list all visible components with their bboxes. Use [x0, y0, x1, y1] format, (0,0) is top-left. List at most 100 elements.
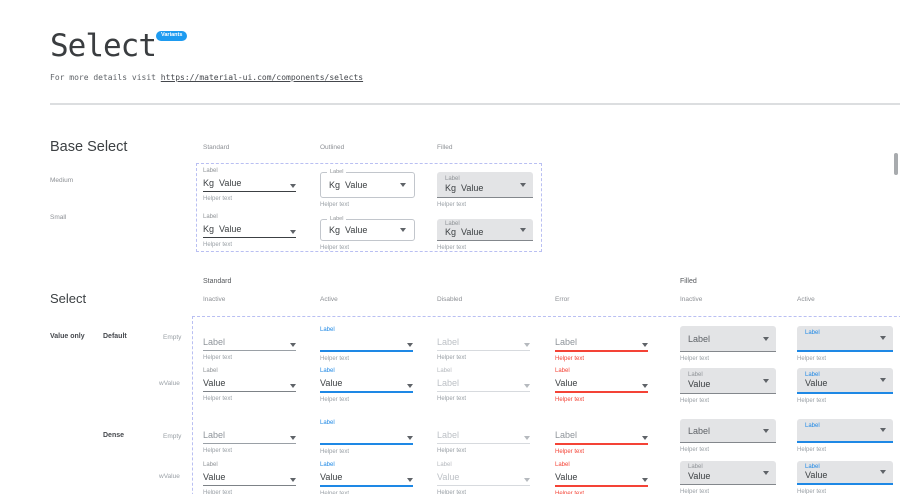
select-value: Value — [437, 472, 460, 482]
select-control[interactable]: Label — [797, 419, 893, 443]
select-control[interactable]: Kg Value — [203, 177, 296, 188]
select-control[interactable]: Label — [797, 326, 893, 352]
select-value: Value — [203, 378, 226, 388]
select-std-inactive-wvalue-dense: Label Value Helper text — [203, 462, 296, 494]
select-label: Label — [805, 423, 820, 429]
select-control[interactable]: Value — [555, 377, 648, 388]
select-control[interactable] — [320, 429, 413, 440]
select-label: Label — [688, 464, 703, 470]
select-value: Label — [437, 337, 460, 347]
helper-text: Helper text — [680, 356, 710, 362]
row-label-medium: Medium — [50, 177, 74, 184]
dropdown-arrow-icon — [520, 182, 526, 187]
dropdown-arrow-icon — [642, 384, 648, 388]
select-label: Label — [203, 462, 218, 468]
select-value: Value — [555, 472, 578, 482]
helper-text: Helper text — [797, 356, 827, 362]
select-filled-active-wvalue-dense: Label Value Helper text — [797, 461, 893, 494]
helper-text: Helper text — [320, 397, 350, 403]
select-std-error-wvalue: Label Value Helper text — [555, 368, 648, 403]
select-control[interactable]: Label — [555, 336, 648, 347]
dropdown-arrow-icon — [290, 184, 296, 188]
select-control[interactable]: Value — [203, 471, 296, 482]
select-value: Label — [437, 430, 460, 440]
helper-text: Helper text — [203, 355, 233, 361]
select-control[interactable]: Label — [437, 336, 530, 347]
helper-text: Helper text — [320, 356, 350, 362]
select-control[interactable]: Label — [437, 429, 530, 440]
row-label-wvalue: wValue — [159, 473, 180, 480]
select-story-frame — [192, 316, 900, 494]
base-select-standard-medium: Label Kg Value Helper text — [203, 168, 296, 202]
select-control[interactable]: Label Kg Value — [437, 219, 533, 241]
select-value: Value — [219, 224, 242, 234]
row-label-small: Small — [50, 214, 67, 221]
dropdown-arrow-icon — [763, 470, 769, 475]
material-ui-link[interactable]: https://material-ui.com/components/selec… — [160, 73, 364, 82]
select-control[interactable]: Value — [203, 377, 296, 388]
row-label-empty: Empty — [163, 334, 182, 341]
column-header-standard: Standard — [203, 144, 230, 151]
row-label-empty: Empty — [163, 433, 182, 440]
base-select-heading: Base Select — [50, 139, 128, 155]
select-control[interactable]: Label Kg Value — [437, 172, 533, 198]
dropdown-arrow-icon — [763, 428, 769, 433]
select-control[interactable]: Label — [555, 429, 648, 440]
helper-text: Helper text — [320, 449, 350, 455]
dropdown-arrow-icon — [880, 428, 886, 432]
scrollbar-thumb[interactable] — [894, 153, 898, 175]
select-control[interactable]: Label Value — [680, 368, 776, 394]
dropdown-arrow-icon — [290, 343, 296, 347]
helper-text: Helper text — [680, 398, 710, 404]
dropdown-arrow-icon — [524, 436, 530, 440]
select-value: Label — [688, 333, 711, 344]
dropdown-arrow-icon — [524, 478, 530, 482]
select-value: Kg Value — [445, 227, 484, 237]
select-control[interactable]: Value — [555, 471, 648, 482]
dropdown-arrow-icon — [880, 470, 886, 474]
select-control[interactable]: Label — [437, 377, 530, 388]
select-control[interactable]: Value — [437, 471, 530, 482]
select-control[interactable]: Label Value — [797, 368, 893, 394]
variants-badge: Variants — [156, 31, 188, 41]
select-underline — [203, 350, 296, 351]
select-control[interactable]: Kg Value — [203, 223, 296, 234]
select-std-disabled-empty: Label Helper text — [437, 327, 530, 361]
dropdown-arrow-icon — [524, 343, 530, 347]
select-control[interactable]: Label Value — [797, 461, 893, 485]
select-label: Label — [805, 464, 820, 470]
select-control[interactable]: Label — [203, 429, 296, 440]
select-control[interactable] — [320, 336, 413, 347]
helper-text: Helper text — [555, 491, 585, 494]
dropdown-arrow-icon — [642, 478, 648, 482]
dropdown-arrow-icon — [407, 436, 413, 440]
state-header-active: Active — [320, 296, 338, 303]
select-control[interactable]: Value — [320, 471, 413, 482]
dropdown-arrow-icon — [290, 384, 296, 388]
row-label-dense: Dense — [103, 432, 125, 439]
select-control[interactable]: Value — [320, 377, 413, 388]
dropdown-arrow-icon — [642, 436, 648, 440]
select-underline — [203, 237, 296, 238]
select-control[interactable]: Label — [680, 419, 776, 443]
dropdown-arrow-icon — [290, 436, 296, 440]
select-control[interactable]: Label — [203, 336, 296, 347]
select-control[interactable]: Label Kg Value — [320, 169, 415, 198]
dropdown-arrow-icon — [880, 378, 886, 382]
section-divider — [50, 103, 900, 105]
base-select-outlined-medium: Label Kg Value Helper text — [320, 169, 415, 208]
select-control[interactable]: Label Kg Value — [320, 216, 415, 241]
select-std-inactive-empty: Label Helper text — [203, 327, 296, 361]
helper-text: Helper text — [437, 396, 467, 402]
select-underline — [203, 485, 296, 486]
dropdown-arrow-icon — [407, 478, 413, 482]
row-group-value-only: Value only — [50, 333, 85, 340]
select-control[interactable]: Label Value — [680, 461, 776, 485]
helper-text: Helper text — [203, 242, 233, 248]
state-header-error: Error — [555, 296, 570, 303]
select-std-active-empty-dense: Label Helper text — [320, 420, 413, 455]
select-control[interactable]: Label — [680, 326, 776, 352]
select-std-active-empty: Label Helper text — [320, 327, 413, 362]
select-label: Label — [327, 216, 347, 222]
select-std-disabled-wvalue: Label Label Helper text — [437, 368, 530, 402]
